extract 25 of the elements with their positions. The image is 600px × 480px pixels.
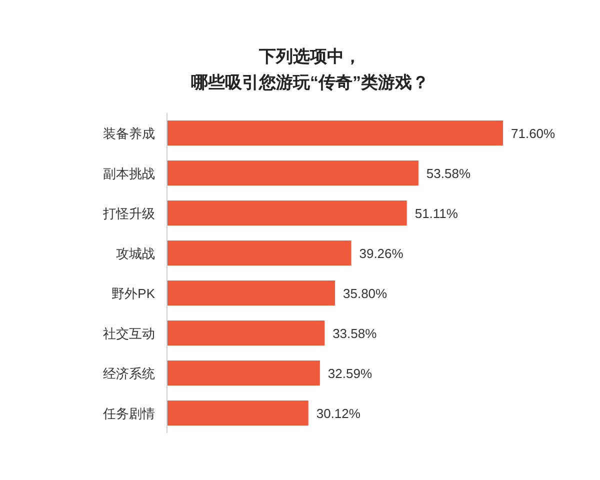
bar — [167, 320, 325, 346]
y-tick-label: 打怪升级 — [102, 206, 155, 221]
bar — [167, 240, 352, 266]
y-tick-label: 社交互动 — [103, 326, 155, 341]
bar — [167, 360, 320, 386]
data-label: 51.11% — [414, 206, 458, 221]
y-tick-label: 攻城战 — [116, 246, 155, 261]
bar — [167, 200, 407, 226]
y-tick-label: 任务剧情 — [102, 406, 155, 421]
y-tick-label: 野外PK — [112, 286, 156, 301]
y-tick-label: 装备养成 — [103, 126, 155, 141]
chart-title: 下列选项中，哪些吸引您游玩“传奇”类游戏？ — [191, 47, 429, 92]
data-label: 71.60% — [511, 126, 556, 141]
data-label: 32.59% — [328, 366, 372, 381]
y-tick-label: 经济系统 — [103, 366, 155, 381]
data-label: 53.58% — [426, 166, 471, 181]
bar — [167, 120, 503, 146]
y-tick-label: 副本挑战 — [103, 166, 155, 181]
bar — [167, 160, 418, 186]
data-label: 33.58% — [332, 326, 378, 341]
data-label: 39.26% — [359, 246, 404, 261]
data-label: 30.12% — [316, 406, 361, 421]
bar — [167, 400, 308, 426]
bar — [167, 280, 335, 306]
data-label: 35.80% — [343, 286, 388, 301]
